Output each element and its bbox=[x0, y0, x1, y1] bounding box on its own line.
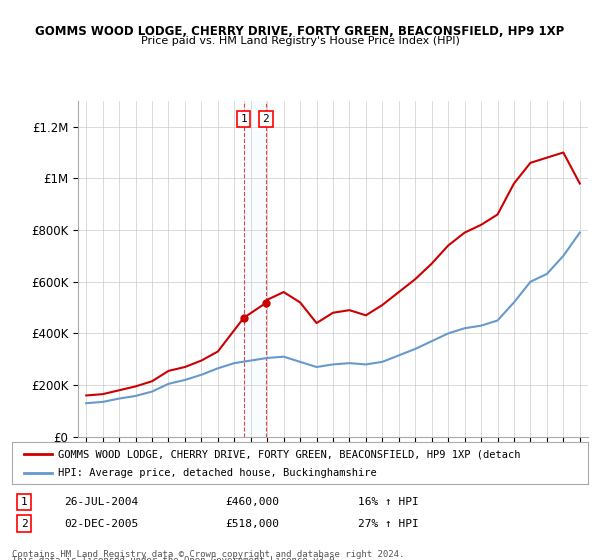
Text: £518,000: £518,000 bbox=[225, 519, 279, 529]
Text: GOMMS WOOD LODGE, CHERRY DRIVE, FORTY GREEN, BEACONSFIELD, HP9 1XP: GOMMS WOOD LODGE, CHERRY DRIVE, FORTY GR… bbox=[35, 25, 565, 38]
Text: GOMMS WOOD LODGE, CHERRY DRIVE, FORTY GREEN, BEACONSFIELD, HP9 1XP (detach: GOMMS WOOD LODGE, CHERRY DRIVE, FORTY GR… bbox=[58, 449, 521, 459]
Text: 2: 2 bbox=[20, 519, 28, 529]
Bar bbox=[244, 101, 266, 437]
Text: 1: 1 bbox=[240, 114, 247, 124]
Text: 16% ↑ HPI: 16% ↑ HPI bbox=[358, 497, 418, 507]
Text: 27% ↑ HPI: 27% ↑ HPI bbox=[358, 519, 418, 529]
Text: 1: 1 bbox=[20, 497, 28, 507]
Text: 26-JUL-2004: 26-JUL-2004 bbox=[64, 497, 138, 507]
Text: 02-DEC-2005: 02-DEC-2005 bbox=[64, 519, 138, 529]
Text: HPI: Average price, detached house, Buckinghamshire: HPI: Average price, detached house, Buck… bbox=[58, 468, 377, 478]
Text: Contains HM Land Registry data © Crown copyright and database right 2024.: Contains HM Land Registry data © Crown c… bbox=[12, 550, 404, 559]
Text: Price paid vs. HM Land Registry's House Price Index (HPI): Price paid vs. HM Land Registry's House … bbox=[140, 36, 460, 46]
Text: £460,000: £460,000 bbox=[225, 497, 279, 507]
Text: This data is licensed under the Open Government Licence v3.0.: This data is licensed under the Open Gov… bbox=[12, 556, 340, 560]
Text: 2: 2 bbox=[263, 114, 269, 124]
